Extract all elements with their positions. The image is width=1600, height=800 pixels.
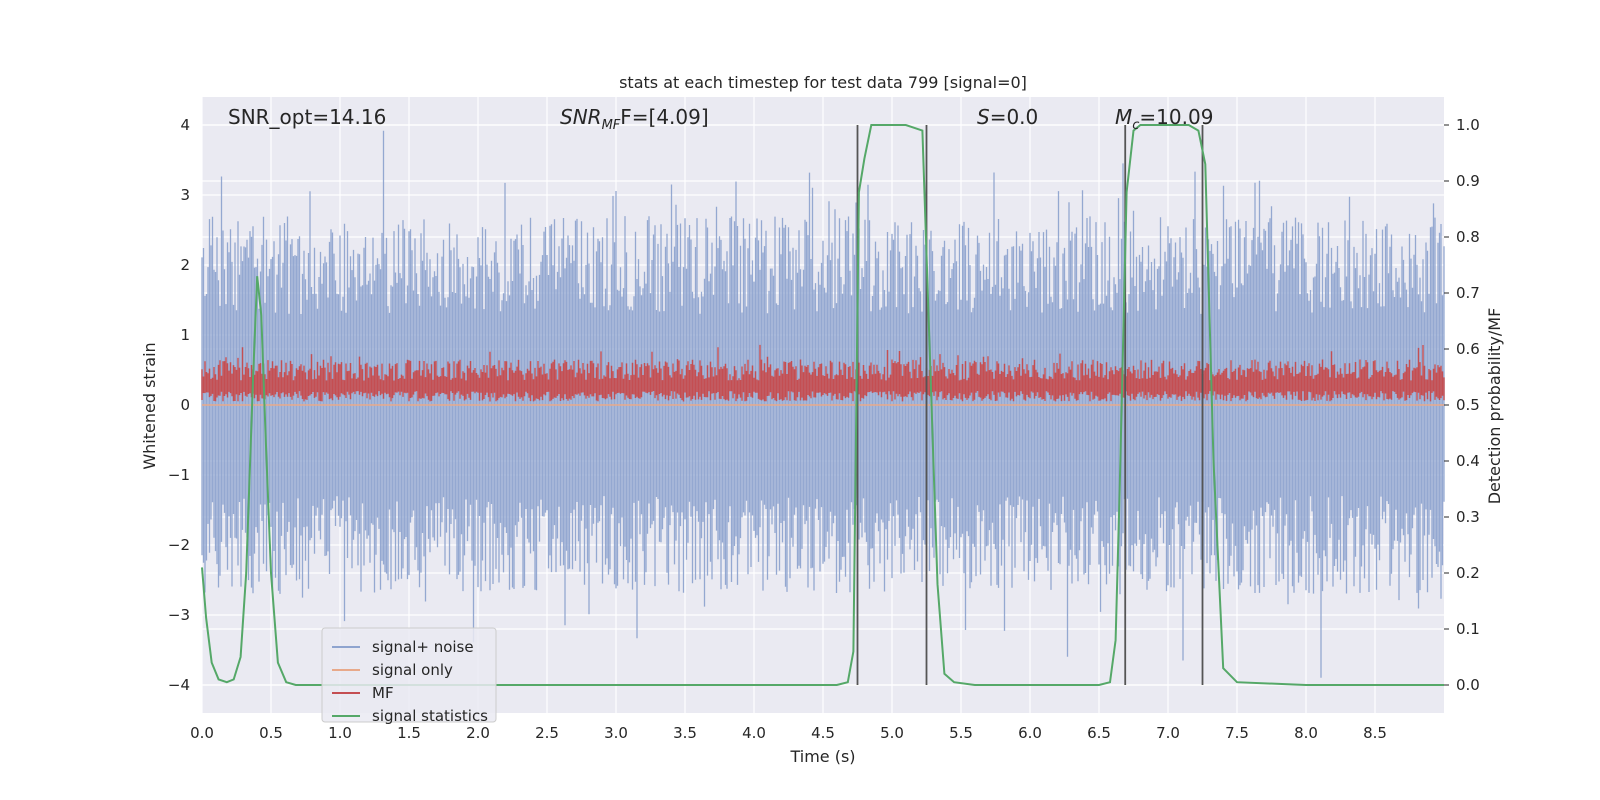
- snr-mf-value: F=[4.09]: [620, 105, 708, 129]
- left-y-tick-label: −2: [168, 536, 190, 554]
- s-value: =0.0: [990, 105, 1039, 129]
- right-y-tick-label: 0.6: [1456, 340, 1480, 358]
- chart-title: stats at each timestep for test data 799…: [619, 73, 1027, 92]
- legend-label: signal statistics: [372, 707, 488, 725]
- x-tick-label: 5.0: [880, 724, 904, 742]
- mc-annotation: Mc=10.09: [1115, 105, 1213, 133]
- left-y-axis-ticks: −4 −3 −2 −1 0 1 2 3 4: [168, 116, 190, 694]
- mc-sub: c: [1132, 118, 1139, 133]
- legend-box: [321, 627, 497, 723]
- x-tick-label: 2.0: [466, 724, 490, 742]
- left-y-tick-label: 4: [180, 116, 190, 134]
- x-tick-label: 1.0: [328, 724, 352, 742]
- x-tick-label: 1.5: [397, 724, 421, 742]
- right-y-tick-label: 0.9: [1456, 172, 1480, 190]
- x-tick-label: 8.5: [1363, 724, 1387, 742]
- x-tick-label: 0.0: [190, 724, 214, 742]
- x-tick-label: 4.5: [811, 724, 835, 742]
- x-tick-label: 8.0: [1294, 724, 1318, 742]
- mc-value: =10.09: [1139, 105, 1213, 129]
- left-y-tick-label: −3: [168, 606, 190, 624]
- mf-trace: [201, 344, 1445, 402]
- snr-mf-annotation: SNRMFF=[4.09]: [560, 105, 709, 133]
- right-y-tick-label: 0.3: [1456, 508, 1480, 526]
- s-annotation: S=0.0: [977, 105, 1038, 129]
- right-y-tick-label: 1.0: [1456, 116, 1480, 134]
- left-y-tick-label: 2: [180, 256, 190, 274]
- x-tick-label: 7.0: [1156, 724, 1180, 742]
- left-y-tick-label: −4: [168, 676, 190, 694]
- right-y-tick-label: 0.4: [1456, 452, 1480, 470]
- left-y-tick-label: 0: [180, 396, 190, 414]
- x-tick-label: 7.5: [1225, 724, 1249, 742]
- x-tick-label: 2.5: [535, 724, 559, 742]
- mf-series: [201, 344, 1445, 402]
- x-tick-label: 3.0: [604, 724, 628, 742]
- s-label: S: [977, 105, 990, 129]
- legend-label: signal+ noise: [372, 638, 474, 656]
- right-y-tick-label: 0.2: [1456, 564, 1480, 582]
- mc-main: M: [1115, 105, 1132, 129]
- right-y-axis-label: Detection probability/MF: [1485, 308, 1504, 505]
- snr-mf-sub: MF: [602, 118, 621, 133]
- x-tick-label: 5.5: [949, 724, 973, 742]
- right-y-tick-label: 0.7: [1456, 284, 1480, 302]
- x-tick-label: 3.5: [673, 724, 697, 742]
- snr-mf-main: SNR: [560, 105, 602, 129]
- snr-opt-annotation: SNR_opt=14.16: [228, 105, 386, 129]
- left-y-tick-label: −1: [168, 466, 190, 484]
- right-y-tick-label: 0.0: [1456, 676, 1480, 694]
- legend-label: MF: [372, 684, 394, 702]
- x-tick-label: 4.0: [742, 724, 766, 742]
- legend-label: signal only: [372, 661, 453, 679]
- right-y-tick-label: 0.5: [1456, 396, 1480, 414]
- x-tick-label: 0.5: [259, 724, 283, 742]
- right-y-axis-ticks: 0.0 0.1 0.2 0.3 0.4 0.5 0.6 0.7 0.8 0.9 1.0: [1444, 116, 1480, 694]
- vertical-markers: [856, 125, 1204, 685]
- left-y-tick-label: 3: [180, 186, 190, 204]
- x-axis-label: Time (s): [789, 747, 855, 766]
- right-y-tick-label: 0.8: [1456, 228, 1480, 246]
- x-axis-ticks: 0.0 0.5 1.0 1.5 2.0 2.5 3.0 3.5 4.0 4.5 5.0 5.5 6.0 6…: [190, 724, 1387, 742]
- right-y-tick-label: 0.1: [1456, 620, 1480, 638]
- left-y-tick-label: 1: [180, 326, 190, 344]
- legend: signal+ noise signal only MF signal statist…: [321, 627, 497, 725]
- left-y-axis-label: Whitened strain: [140, 342, 159, 469]
- signal-statistics-series: [201, 124, 1444, 686]
- x-tick-label: 6.0: [1018, 724, 1042, 742]
- x-tick-label: 6.5: [1087, 724, 1111, 742]
